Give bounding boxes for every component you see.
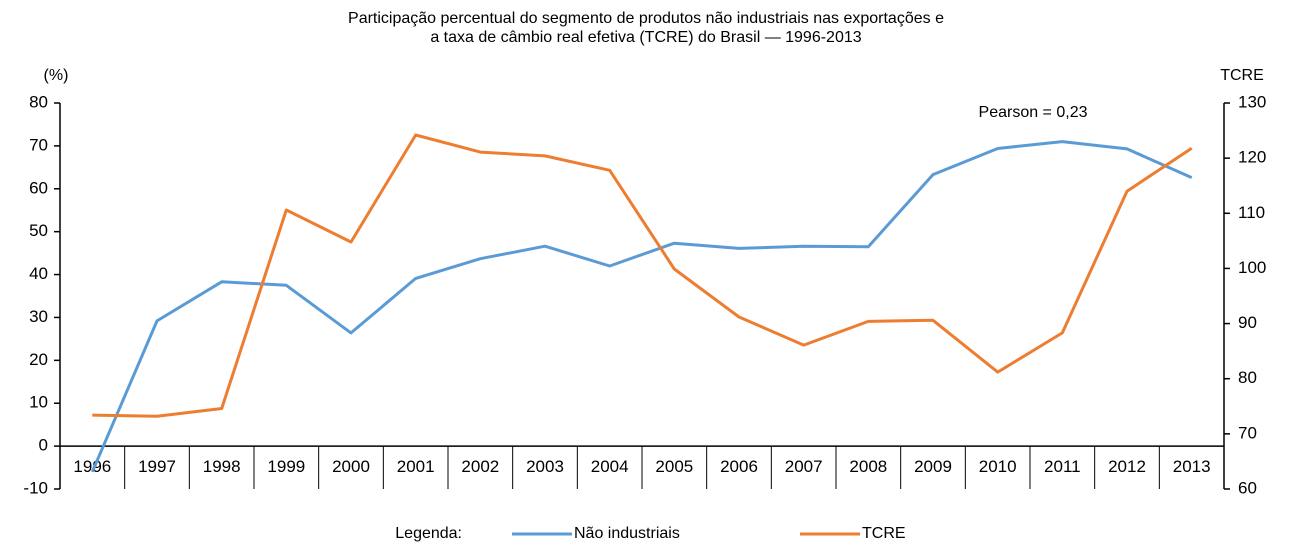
x-tick-label: 2011 bbox=[1044, 457, 1081, 476]
y-tick-label: -10 bbox=[23, 478, 48, 497]
y2-tick-label: 60 bbox=[1238, 478, 1257, 497]
legend-label: TCRE bbox=[862, 525, 906, 542]
x-tick-label: 2004 bbox=[591, 457, 629, 476]
x-tick-label: 2009 bbox=[914, 457, 952, 476]
series-line bbox=[92, 133, 1193, 418]
x-tick-label: 2002 bbox=[461, 457, 499, 476]
series-line bbox=[90, 140, 1193, 473]
y2-tick-label: 120 bbox=[1238, 148, 1266, 167]
y2-axis-label: TCRE bbox=[1220, 67, 1264, 84]
x-tick-label: 1999 bbox=[267, 457, 305, 476]
x-tick-label: 1996 bbox=[73, 457, 111, 476]
x-tick-label: 2001 bbox=[397, 457, 435, 476]
x-tick-label: 2000 bbox=[332, 457, 370, 476]
chart-title: Participação percentual do segmento de p… bbox=[348, 10, 944, 27]
legend-title: Legenda: bbox=[395, 525, 462, 542]
x-tick-label: 2013 bbox=[1173, 457, 1211, 476]
y2-tick-label: 70 bbox=[1238, 423, 1257, 442]
x-tick-label: 1997 bbox=[138, 457, 176, 476]
y-tick-label: 30 bbox=[29, 307, 48, 326]
y-tick-label: 70 bbox=[29, 135, 48, 154]
x-tick-label: 2007 bbox=[785, 457, 823, 476]
y-tick-label: 0 bbox=[39, 436, 48, 455]
x-tick-label: 2005 bbox=[655, 457, 693, 476]
legend-label: Não industriais bbox=[574, 525, 680, 542]
y-tick-label: 40 bbox=[29, 264, 48, 283]
y-axis-label: (%) bbox=[44, 67, 69, 84]
x-tick-label: 1998 bbox=[203, 457, 241, 476]
y-tick-label: 80 bbox=[29, 92, 48, 111]
y2-tick-label: 80 bbox=[1238, 368, 1257, 387]
x-tick-label: 2010 bbox=[979, 457, 1017, 476]
y-tick-label: 50 bbox=[29, 221, 48, 240]
x-tick-label: 2012 bbox=[1108, 457, 1146, 476]
y2-tick-label: 110 bbox=[1238, 203, 1265, 222]
y2-tick-label: 130 bbox=[1238, 92, 1266, 111]
x-tick-label: 2008 bbox=[849, 457, 887, 476]
y-tick-label: 10 bbox=[29, 393, 48, 412]
x-tick-label: 2003 bbox=[526, 457, 564, 476]
x-tick-label: 2006 bbox=[720, 457, 758, 476]
y2-tick-label: 90 bbox=[1238, 313, 1257, 332]
y-tick-label: 20 bbox=[29, 350, 48, 369]
y2-tick-label: 100 bbox=[1238, 258, 1266, 277]
annotation: Pearson = 0,23 bbox=[979, 104, 1088, 121]
chart-title: a taxa de câmbio real efetiva (TCRE) do … bbox=[430, 29, 861, 46]
y-tick-label: 60 bbox=[29, 178, 48, 197]
